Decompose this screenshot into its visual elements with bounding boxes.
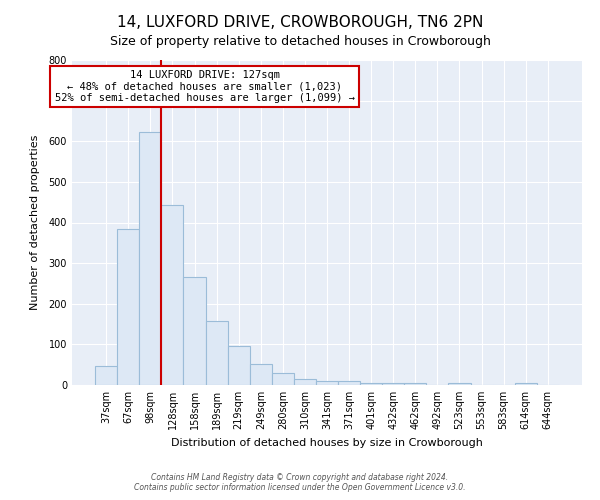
- Bar: [139, 132, 161, 385]
- Bar: [404, 383, 427, 385]
- X-axis label: Distribution of detached houses by size in Crowborough: Distribution of detached houses by size …: [171, 438, 483, 448]
- Bar: [227, 346, 250, 385]
- Bar: [117, 228, 139, 385]
- Bar: [338, 380, 360, 385]
- Bar: [316, 380, 338, 385]
- Bar: [184, 278, 206, 385]
- Bar: [272, 373, 294, 385]
- Bar: [382, 383, 404, 385]
- Text: 14, LUXFORD DRIVE, CROWBOROUGH, TN6 2PN: 14, LUXFORD DRIVE, CROWBOROUGH, TN6 2PN: [117, 15, 483, 30]
- Bar: [161, 205, 184, 385]
- Bar: [515, 383, 537, 385]
- Bar: [250, 364, 272, 385]
- Text: 14 LUXFORD DRIVE: 127sqm
← 48% of detached houses are smaller (1,023)
52% of sem: 14 LUXFORD DRIVE: 127sqm ← 48% of detach…: [55, 70, 355, 103]
- Y-axis label: Number of detached properties: Number of detached properties: [31, 135, 40, 310]
- Bar: [360, 383, 382, 385]
- Bar: [95, 366, 117, 385]
- Bar: [294, 380, 316, 385]
- Text: Contains HM Land Registry data © Crown copyright and database right 2024.
Contai: Contains HM Land Registry data © Crown c…: [134, 472, 466, 492]
- Text: Size of property relative to detached houses in Crowborough: Size of property relative to detached ho…: [110, 35, 490, 48]
- Bar: [448, 383, 470, 385]
- Bar: [206, 321, 227, 385]
